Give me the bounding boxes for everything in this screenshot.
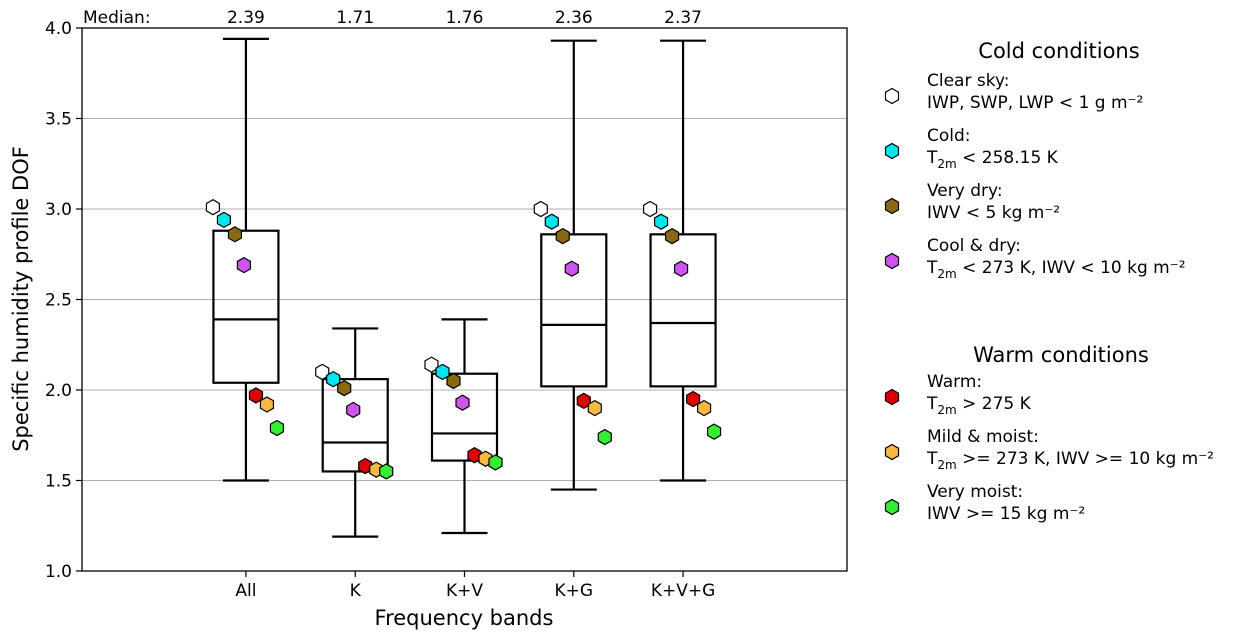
condition-marker [259, 396, 275, 413]
condition-marker [564, 260, 579, 277]
condition-marker [315, 363, 330, 381]
condition-marker [597, 428, 612, 446]
condition-marker [555, 227, 570, 245]
condition-marker [326, 370, 341, 388]
condition-marker [248, 387, 264, 404]
condition-marker [544, 213, 559, 230]
y-axis-title: Specific humidity profile DOF [9, 146, 33, 452]
x-tick-label: K+V+G [651, 581, 715, 601]
x-axis-title: Frequency bands [375, 606, 554, 630]
x-tick-label: K+V [446, 581, 483, 601]
legend: Clear sky:IWP, SWP, LWP < 1 g m⁻²Cold:T2… [884, 71, 1214, 524]
x-tick-label: K [350, 581, 362, 601]
box-layer [212, 37, 717, 538]
legend-label: Mild & moist: [927, 427, 1039, 447]
condition-marker [685, 390, 701, 408]
box-iqr [430, 372, 499, 462]
x-tick-label: All [235, 581, 256, 601]
y-tick-label: 2.0 [45, 381, 72, 401]
condition-marker [346, 401, 361, 419]
condition-marker [653, 213, 669, 230]
y-tick-label: 3.5 [45, 110, 72, 130]
y-tick-label: 1.0 [45, 562, 72, 582]
condition-marker [227, 226, 243, 243]
legend-condition: T2m > 275 K [926, 394, 1032, 417]
legend-condition: T2m >= 273 K, IWV >= 10 kg m⁻² [926, 449, 1214, 472]
condition-marker [576, 392, 591, 410]
points-layer [205, 198, 722, 480]
legend-condition: IWP, SWP, LWP < 1 g m⁻² [927, 93, 1143, 113]
condition-marker [424, 356, 439, 373]
condition-marker [446, 372, 461, 390]
condition-marker [696, 399, 712, 417]
median-value: 1.71 [336, 8, 374, 28]
condition-marker [205, 198, 221, 216]
axis-layer: 1.0 1.5 2.0 2.5 3.0 3.5 4.0 All 2.39 K 1.71 K+V 1.76… [45, 8, 715, 601]
median-value: 2.37 [664, 8, 702, 28]
condition-marker [488, 454, 503, 471]
condition-marker [706, 423, 722, 440]
legend-marker [884, 443, 900, 461]
condition-marker [467, 446, 482, 464]
box-iqr [540, 233, 608, 388]
condition-marker [358, 457, 373, 475]
legend-label: Cool & dry: [927, 236, 1021, 256]
condition-marker [236, 256, 252, 274]
legend-label: Cold: [927, 126, 971, 146]
condition-marker [379, 463, 394, 480]
legend-label: Very moist: [927, 482, 1023, 502]
box-iqr [321, 378, 389, 473]
legend-marker [884, 498, 900, 516]
box-iqr [649, 233, 717, 388]
legend-label: Warm: [927, 372, 982, 392]
y-tick-label: 1.5 [45, 472, 72, 492]
condition-marker [216, 211, 232, 229]
legend-condition: IWV >= 15 kg m⁻² [927, 504, 1085, 524]
legend-cold-title: Cold conditions [978, 39, 1139, 63]
box-iqr [212, 229, 280, 384]
condition-marker [642, 200, 658, 218]
condition-marker [455, 394, 470, 411]
legend-warm-title: Warm conditions [973, 343, 1149, 367]
condition-marker [673, 260, 689, 277]
condition-marker [435, 363, 450, 381]
median-value: 1.76 [446, 8, 484, 28]
condition-marker [269, 419, 285, 437]
legend-marker [884, 252, 900, 270]
condition-marker [587, 399, 602, 417]
condition-marker [337, 379, 352, 397]
legend-label: Clear sky: [927, 71, 1010, 91]
y-tick-label: 4.0 [45, 19, 72, 39]
median-value: 2.39 [227, 8, 265, 28]
median-label: Median: [83, 8, 151, 28]
median-value: 2.36 [555, 8, 593, 28]
condition-marker [664, 227, 680, 245]
legend-condition: T2m < 258.15 K [926, 148, 1059, 171]
grid-layer [82, 118, 847, 481]
legend-label: Very dry: [927, 181, 1003, 201]
legend-condition: IWV < 5 kg m⁻² [927, 203, 1060, 223]
legend-marker [884, 197, 900, 215]
legend-marker [884, 142, 900, 160]
x-tick-label: K+G [554, 581, 593, 601]
legend-condition: T2m < 273 K, IWV < 10 kg m⁻² [926, 258, 1186, 281]
legend-marker [884, 388, 900, 406]
y-tick-label: 3.0 [45, 200, 72, 220]
y-tick-label: 2.5 [45, 291, 72, 311]
legend-marker [884, 87, 900, 105]
condition-marker [533, 200, 548, 218]
